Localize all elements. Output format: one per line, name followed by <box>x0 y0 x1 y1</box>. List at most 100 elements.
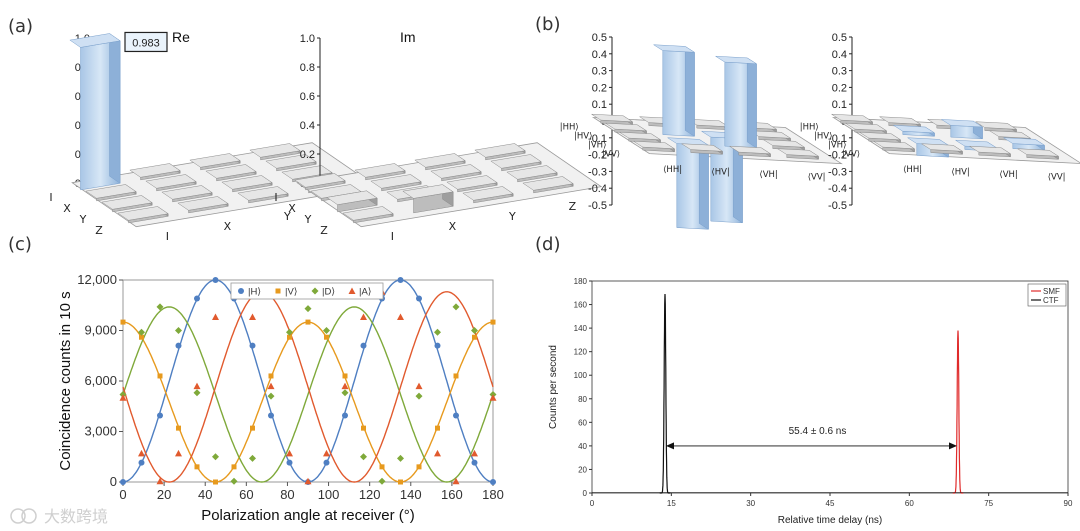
col-label: ⟨HV| <box>711 168 729 178</box>
data-point-triangle <box>471 449 478 457</box>
data-point-square <box>231 464 237 470</box>
y-tick-label: 140 <box>574 324 588 333</box>
data-point-diamond <box>452 303 460 311</box>
bar-2-2-top <box>221 175 273 190</box>
bar-3-2-top <box>237 186 289 201</box>
col-label: ⟨HV| <box>951 168 969 178</box>
bar-1-1-top <box>652 44 696 53</box>
watermark-text: 大数跨境 <box>44 507 108 526</box>
z-tick-label: 1.0 <box>300 33 315 45</box>
data-point-circle <box>434 342 441 349</box>
bar-1-1-top <box>370 174 422 189</box>
data-point-circle <box>490 479 496 485</box>
data-point-diamond <box>304 305 312 313</box>
data-point-triangle <box>397 313 404 320</box>
bar-2-3-top <box>1002 137 1046 146</box>
z-tick-label: 0.3 <box>592 66 607 78</box>
y-tick-label: 120 <box>574 348 588 357</box>
bar-1-0-top <box>85 184 137 199</box>
z-tick-label: 0.5 <box>592 32 607 44</box>
y-axis-label: Coincidence counts in 10 s <box>57 291 74 470</box>
x-tick-label: 75 <box>984 499 993 508</box>
row-label: Y <box>79 213 87 226</box>
z-tick-label: -0.5 <box>588 200 607 212</box>
bar-0-2-top <box>414 153 466 168</box>
bar-3-1-top <box>680 143 724 152</box>
y-tick-label: 6,000 <box>84 373 117 388</box>
delay-arrow-head-right <box>949 442 957 450</box>
data-point-circle <box>323 459 330 466</box>
bar-3-1-top <box>177 196 229 211</box>
bar-2-2-top <box>446 175 498 190</box>
bar-0-2-top <box>189 153 241 168</box>
y-tick-label: 60 <box>578 418 587 427</box>
data-point-diamond <box>212 453 219 461</box>
bar-1-0-top <box>604 122 648 132</box>
z-tick-label: -0.3 <box>828 166 847 178</box>
bar-3-0-top <box>872 140 916 150</box>
bar-0-0-top <box>590 113 634 123</box>
legend-label: |A⟩ <box>359 287 372 298</box>
data-point-circle <box>212 277 219 283</box>
data-point-square <box>361 425 366 431</box>
x-tick-label: 80 <box>280 487 294 502</box>
y-tick-label: 9,000 <box>84 323 117 338</box>
x-tick-label: 0 <box>590 499 595 508</box>
y-axis-label: Counts per second <box>548 345 559 429</box>
data-point-square <box>176 425 181 431</box>
bar-3-0-top <box>117 206 169 221</box>
data-point-square <box>120 319 126 325</box>
data-point-triangle <box>489 394 497 401</box>
data-point-square <box>435 425 440 431</box>
bar-2-3-top <box>506 165 558 180</box>
data-point-square <box>213 479 218 485</box>
data-point-circle <box>238 288 244 294</box>
data-point-diamond <box>138 328 145 336</box>
panel-label-b: (b) <box>535 14 560 35</box>
col-label: ⟨VV| <box>1048 173 1066 183</box>
data-point-square <box>324 334 329 340</box>
data-point-square <box>342 373 348 379</box>
z-tick-label: 0.6 <box>300 91 315 103</box>
row-label: Y <box>304 213 312 226</box>
row-label: X <box>288 202 296 215</box>
data-point-circle <box>397 277 404 283</box>
bar-0-0-top <box>294 173 346 188</box>
y-tick-label: 100 <box>574 371 588 380</box>
y-tick-label: 0 <box>583 489 588 498</box>
value-annotation-box <box>124 31 168 53</box>
z-tick-label: 0.3 <box>832 66 847 78</box>
bar-1-3-top <box>265 154 317 169</box>
data-point-diamond <box>193 389 201 397</box>
y-tick-label: 3,000 <box>84 424 117 439</box>
delay-annotation: 55.4 ± 0.6 ns <box>789 426 847 437</box>
row-label: |HH⟩ <box>800 123 819 133</box>
row-label: Z <box>320 224 328 237</box>
x-tick-label: 20 <box>157 487 171 502</box>
bar-2-2-top <box>714 55 758 65</box>
z-tick-label: 0.2 <box>300 149 315 161</box>
row-label: I <box>49 191 52 204</box>
bar-2-1-top <box>161 185 213 200</box>
col-label: ⟨HH| <box>903 165 922 175</box>
bar-1-3-top <box>988 130 1032 139</box>
data-point-circle <box>268 412 274 419</box>
chart-title: Im <box>400 29 416 45</box>
bar-3-1-top <box>402 184 454 199</box>
row-label: Z <box>95 224 103 237</box>
col-label: X <box>224 220 232 233</box>
data-point-triangle <box>119 394 127 401</box>
data-point-diamond <box>397 454 404 462</box>
bar-3-0-top <box>632 140 676 150</box>
data-point-square <box>275 288 281 294</box>
data-point-triangle <box>348 287 356 294</box>
x-tick-label: 160 <box>441 487 463 502</box>
bar-2-0-top <box>858 131 902 141</box>
peak-smf <box>952 330 964 494</box>
data-point-triangle <box>267 382 275 390</box>
legend-label: |V⟩ <box>285 287 298 298</box>
data-point-diamond <box>156 303 164 311</box>
data-point-triangle <box>360 313 367 320</box>
